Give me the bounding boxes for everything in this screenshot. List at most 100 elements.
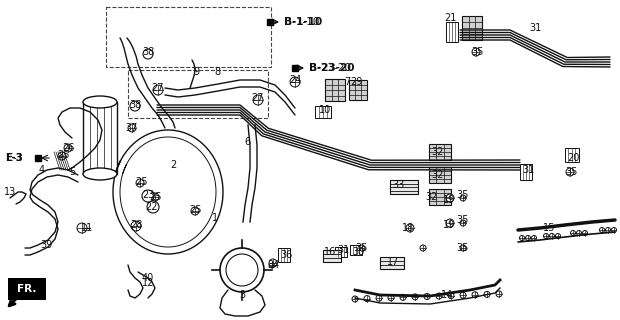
- Text: 6: 6: [244, 137, 250, 147]
- Text: 23: 23: [142, 190, 154, 200]
- Circle shape: [77, 223, 87, 233]
- Circle shape: [147, 201, 159, 213]
- Circle shape: [446, 219, 454, 227]
- Text: 22: 22: [146, 202, 158, 212]
- Text: 10: 10: [319, 105, 331, 115]
- Text: 30: 30: [352, 247, 364, 257]
- Circle shape: [460, 292, 466, 298]
- Text: 24: 24: [289, 75, 301, 85]
- Circle shape: [376, 295, 382, 301]
- Bar: [446, 22, 458, 42]
- Bar: [429, 144, 451, 160]
- Bar: [128, 70, 268, 118]
- Text: 14: 14: [441, 290, 453, 300]
- Text: 35: 35: [457, 190, 469, 200]
- Text: 16: 16: [324, 247, 336, 257]
- Text: 38: 38: [142, 47, 154, 57]
- Text: 34: 34: [267, 260, 279, 270]
- Text: B-23-20: B-23-20: [309, 63, 355, 73]
- Text: 33: 33: [392, 180, 404, 190]
- Circle shape: [64, 144, 72, 152]
- Text: 36: 36: [280, 250, 292, 260]
- Circle shape: [472, 292, 478, 298]
- Circle shape: [424, 293, 430, 300]
- Circle shape: [556, 234, 560, 238]
- Circle shape: [136, 179, 144, 187]
- Circle shape: [364, 296, 370, 301]
- Circle shape: [58, 152, 66, 160]
- Text: 17: 17: [387, 257, 399, 267]
- Text: 11: 11: [81, 223, 93, 233]
- Circle shape: [143, 49, 153, 59]
- Text: 3: 3: [239, 290, 245, 300]
- Text: 19: 19: [443, 220, 455, 230]
- Ellipse shape: [83, 96, 117, 108]
- Circle shape: [460, 245, 466, 251]
- Text: 13: 13: [4, 187, 16, 197]
- Circle shape: [269, 262, 275, 268]
- Circle shape: [549, 234, 554, 238]
- Text: 26: 26: [62, 143, 74, 153]
- Text: 7: 7: [344, 77, 350, 87]
- Text: 32: 32: [426, 192, 438, 202]
- Bar: [8, 278, 46, 300]
- Circle shape: [131, 221, 141, 231]
- Text: 19: 19: [443, 195, 455, 205]
- Text: 12: 12: [142, 278, 154, 288]
- Circle shape: [484, 292, 490, 297]
- Text: 5: 5: [69, 167, 75, 177]
- Text: 18: 18: [402, 223, 414, 233]
- Circle shape: [583, 230, 588, 236]
- Bar: [278, 248, 290, 262]
- Circle shape: [191, 207, 199, 215]
- Bar: [335, 247, 347, 257]
- Circle shape: [128, 124, 136, 132]
- Circle shape: [606, 228, 611, 233]
- Text: 25: 25: [135, 177, 148, 187]
- Circle shape: [153, 85, 163, 95]
- Text: 29: 29: [350, 77, 362, 87]
- Bar: [323, 250, 341, 262]
- Circle shape: [412, 294, 418, 300]
- Circle shape: [142, 190, 154, 202]
- Circle shape: [436, 293, 442, 299]
- Text: 32: 32: [432, 147, 444, 157]
- Circle shape: [253, 95, 263, 105]
- Circle shape: [226, 254, 258, 286]
- Circle shape: [611, 228, 616, 233]
- Text: 25: 25: [190, 205, 202, 215]
- Text: 27: 27: [252, 93, 264, 103]
- Text: 35: 35: [457, 243, 469, 253]
- Bar: [350, 245, 362, 255]
- Circle shape: [420, 245, 426, 251]
- Bar: [380, 257, 404, 269]
- Text: 38: 38: [129, 100, 141, 110]
- Circle shape: [472, 48, 480, 56]
- Text: 20: 20: [567, 153, 579, 163]
- Text: 32: 32: [432, 170, 444, 180]
- Bar: [349, 80, 367, 100]
- Ellipse shape: [83, 168, 117, 180]
- Text: 21: 21: [444, 13, 456, 23]
- Text: 31: 31: [337, 245, 349, 255]
- Circle shape: [359, 245, 365, 251]
- Text: 35: 35: [457, 215, 469, 225]
- Text: 28: 28: [130, 220, 142, 230]
- Bar: [565, 148, 579, 162]
- Text: 25: 25: [57, 150, 69, 160]
- Circle shape: [352, 296, 358, 302]
- Text: E-3: E-3: [7, 153, 23, 163]
- Text: E-3: E-3: [5, 153, 22, 163]
- Text: 31: 31: [522, 165, 534, 175]
- Text: 4: 4: [39, 165, 45, 175]
- Text: 25: 25: [150, 192, 162, 202]
- Circle shape: [388, 295, 394, 301]
- Text: 37: 37: [126, 123, 138, 133]
- Circle shape: [400, 294, 406, 300]
- Text: 40: 40: [142, 273, 154, 283]
- Text: 35: 35: [356, 243, 368, 253]
- Text: 1: 1: [212, 213, 218, 223]
- Text: 8: 8: [214, 67, 220, 77]
- Bar: [325, 79, 345, 101]
- Circle shape: [600, 228, 604, 233]
